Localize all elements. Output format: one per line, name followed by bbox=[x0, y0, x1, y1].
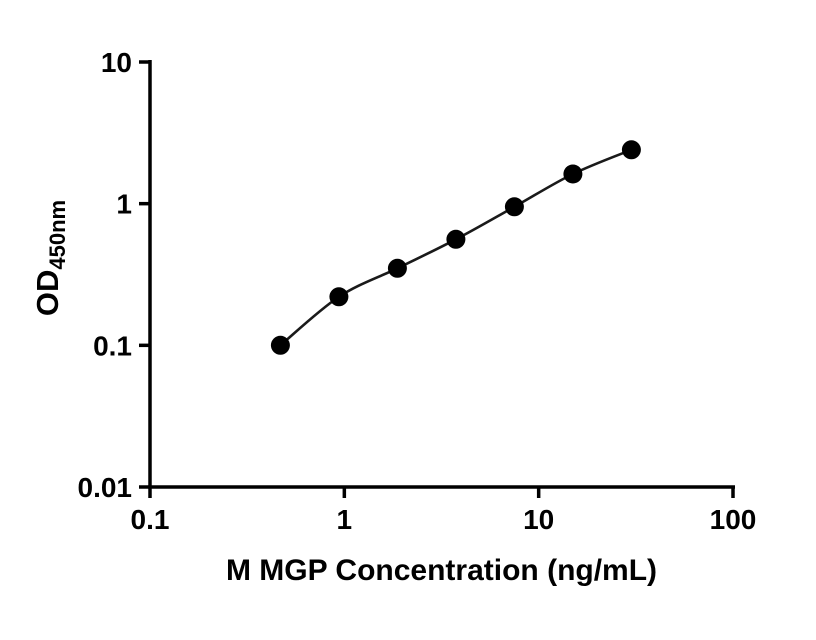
data-point bbox=[270, 335, 290, 355]
data-point bbox=[329, 287, 349, 307]
x-tick-label: 1 bbox=[337, 504, 353, 535]
y-tick-label: 0.1 bbox=[93, 330, 132, 361]
x-axis-title: M MGP Concentration (ng/mL) bbox=[226, 554, 657, 587]
data-point bbox=[563, 164, 583, 184]
data-point bbox=[446, 229, 466, 249]
y-axis-title: OD450nm bbox=[30, 200, 70, 316]
x-tick-label: 0.1 bbox=[131, 504, 170, 535]
y-tick-label: 0.01 bbox=[78, 472, 133, 503]
x-tick-label: 10 bbox=[523, 504, 554, 535]
data-point bbox=[387, 258, 407, 278]
x-tick-label: 100 bbox=[710, 504, 757, 535]
y-tick-label: 10 bbox=[101, 47, 132, 78]
data-point bbox=[621, 140, 641, 160]
data-point bbox=[504, 197, 524, 217]
y-tick-label: 1 bbox=[116, 189, 132, 220]
